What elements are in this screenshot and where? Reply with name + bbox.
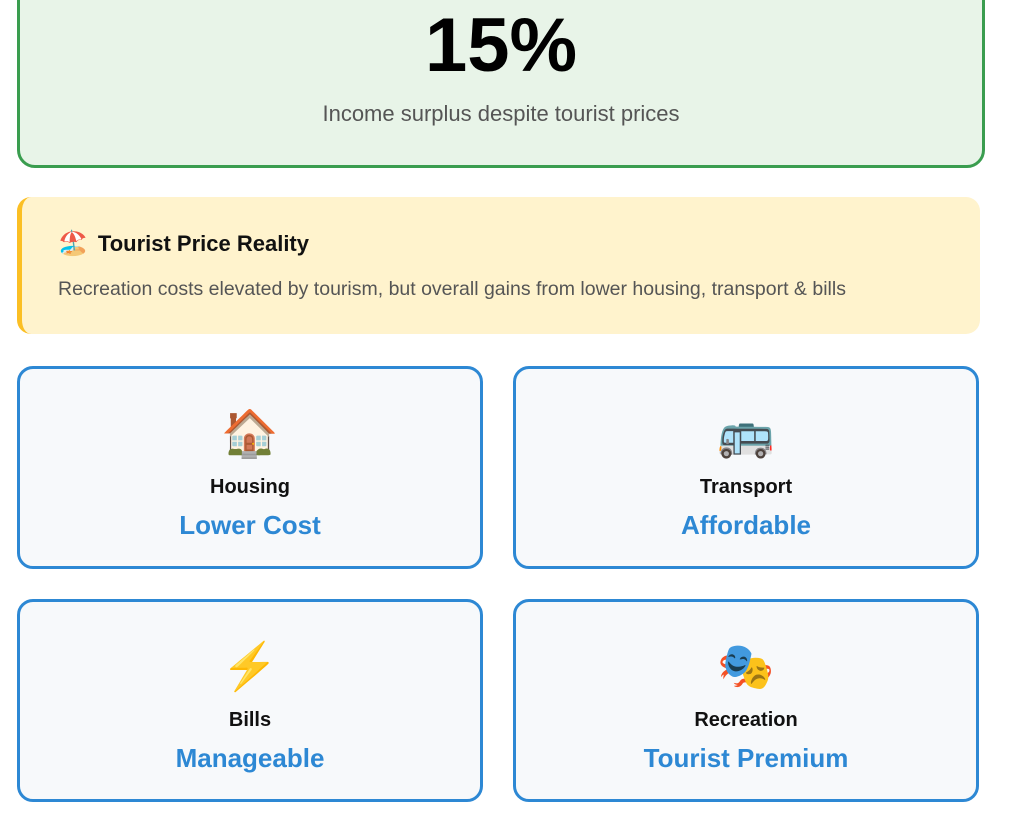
tourist-price-notice: 🏖️ Tourist Price Reality Recreation cost… (17, 197, 980, 334)
category-value: Lower Cost (179, 510, 321, 540)
category-label: Bills (228, 709, 272, 731)
beach-umbrella-icon: 🏖️ (58, 230, 88, 257)
category-value: Tourist Premium (643, 743, 849, 773)
notice-heading: 🏖️ Tourist Price Reality (58, 229, 309, 258)
category-card-housing: 🏠 Housing Lower Cost (17, 366, 483, 569)
notice-title: Tourist Price Reality (97, 230, 309, 256)
category-label: Recreation (694, 709, 798, 731)
notice-text: Recreation costs elevated by tourism, bu… (58, 278, 846, 300)
house-icon: 🏠 (221, 407, 279, 459)
bus-icon: 🚌 (717, 407, 775, 459)
theater-masks-icon: 🎭 (717, 640, 775, 692)
category-label: Transport (699, 476, 793, 498)
category-label: Housing (210, 476, 290, 498)
lightning-icon: ⚡ (221, 640, 279, 692)
category-card-transport: 🚌 Transport Affordable (513, 366, 979, 569)
category-card-recreation: 🎭 Recreation Tourist Premium (513, 599, 979, 802)
surplus-caption: Income surplus despite tourist prices (322, 101, 680, 126)
income-surplus-card: 15% Income surplus despite tourist price… (17, 0, 985, 168)
category-card-bills: ⚡ Bills Manageable (17, 599, 483, 802)
category-value: Manageable (175, 743, 325, 773)
category-value: Affordable (681, 510, 811, 540)
surplus-percentage: 15% (424, 3, 578, 88)
